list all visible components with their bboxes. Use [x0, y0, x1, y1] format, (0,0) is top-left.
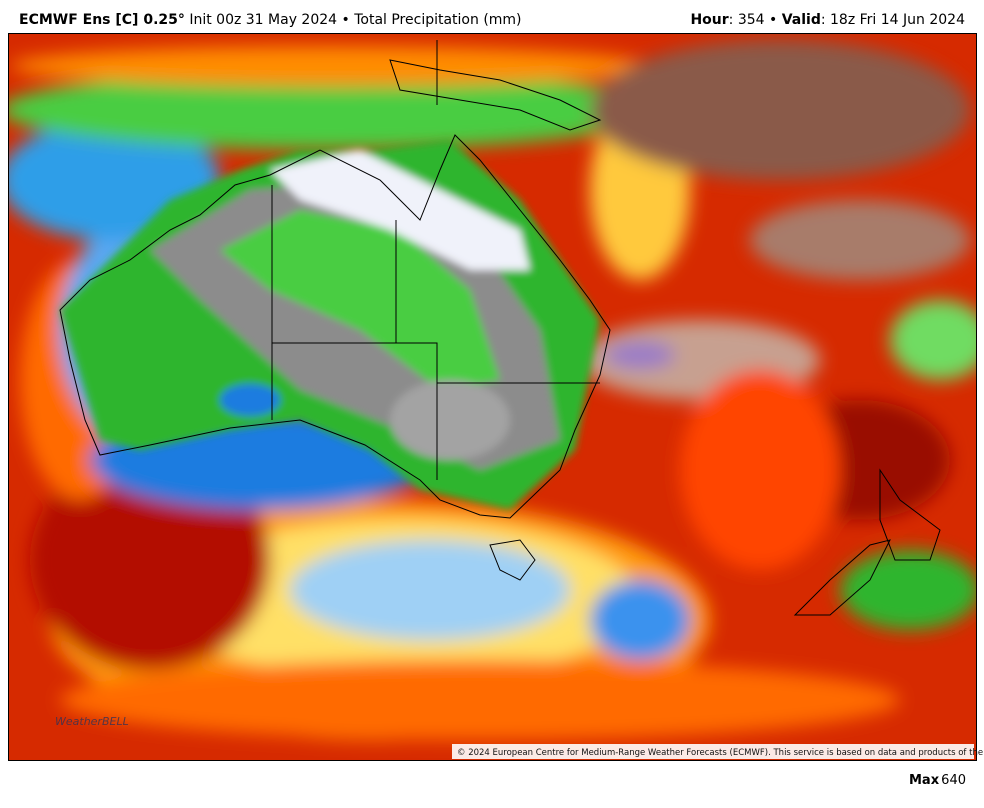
max-value: 640 [941, 773, 966, 788]
header-right: Hour: 354 • Valid: 18z Fri 14 Jun 2024 [690, 12, 965, 28]
coastlines [59, 40, 941, 616]
precip-field [9, 34, 976, 760]
map-frame [8, 33, 977, 761]
max-label: Max [909, 773, 940, 788]
model-name: ECMWF Ens [C] 0.25° [19, 12, 185, 28]
credit-box [452, 744, 974, 759]
valid-label: Valid [781, 12, 821, 28]
logo: WeatherBELL [55, 715, 129, 728]
credit: © 2024 European Centre for Medium-Range … [457, 748, 984, 758]
run-info: Init 00z 31 May 2024 • Total Precipitati… [189, 12, 522, 28]
header-left: ECMWF Ens [C] 0.25° Init 00z 31 May 2024… [19, 12, 522, 28]
hour-value: : 354 • [728, 12, 782, 28]
header: ECMWF Ens [C] 0.25° Init 00z 31 May 2024… [0, 0, 984, 33]
hour-label: Hour [690, 12, 729, 28]
valid-value: : 18z Fri 14 Jun 2024 [820, 12, 965, 28]
